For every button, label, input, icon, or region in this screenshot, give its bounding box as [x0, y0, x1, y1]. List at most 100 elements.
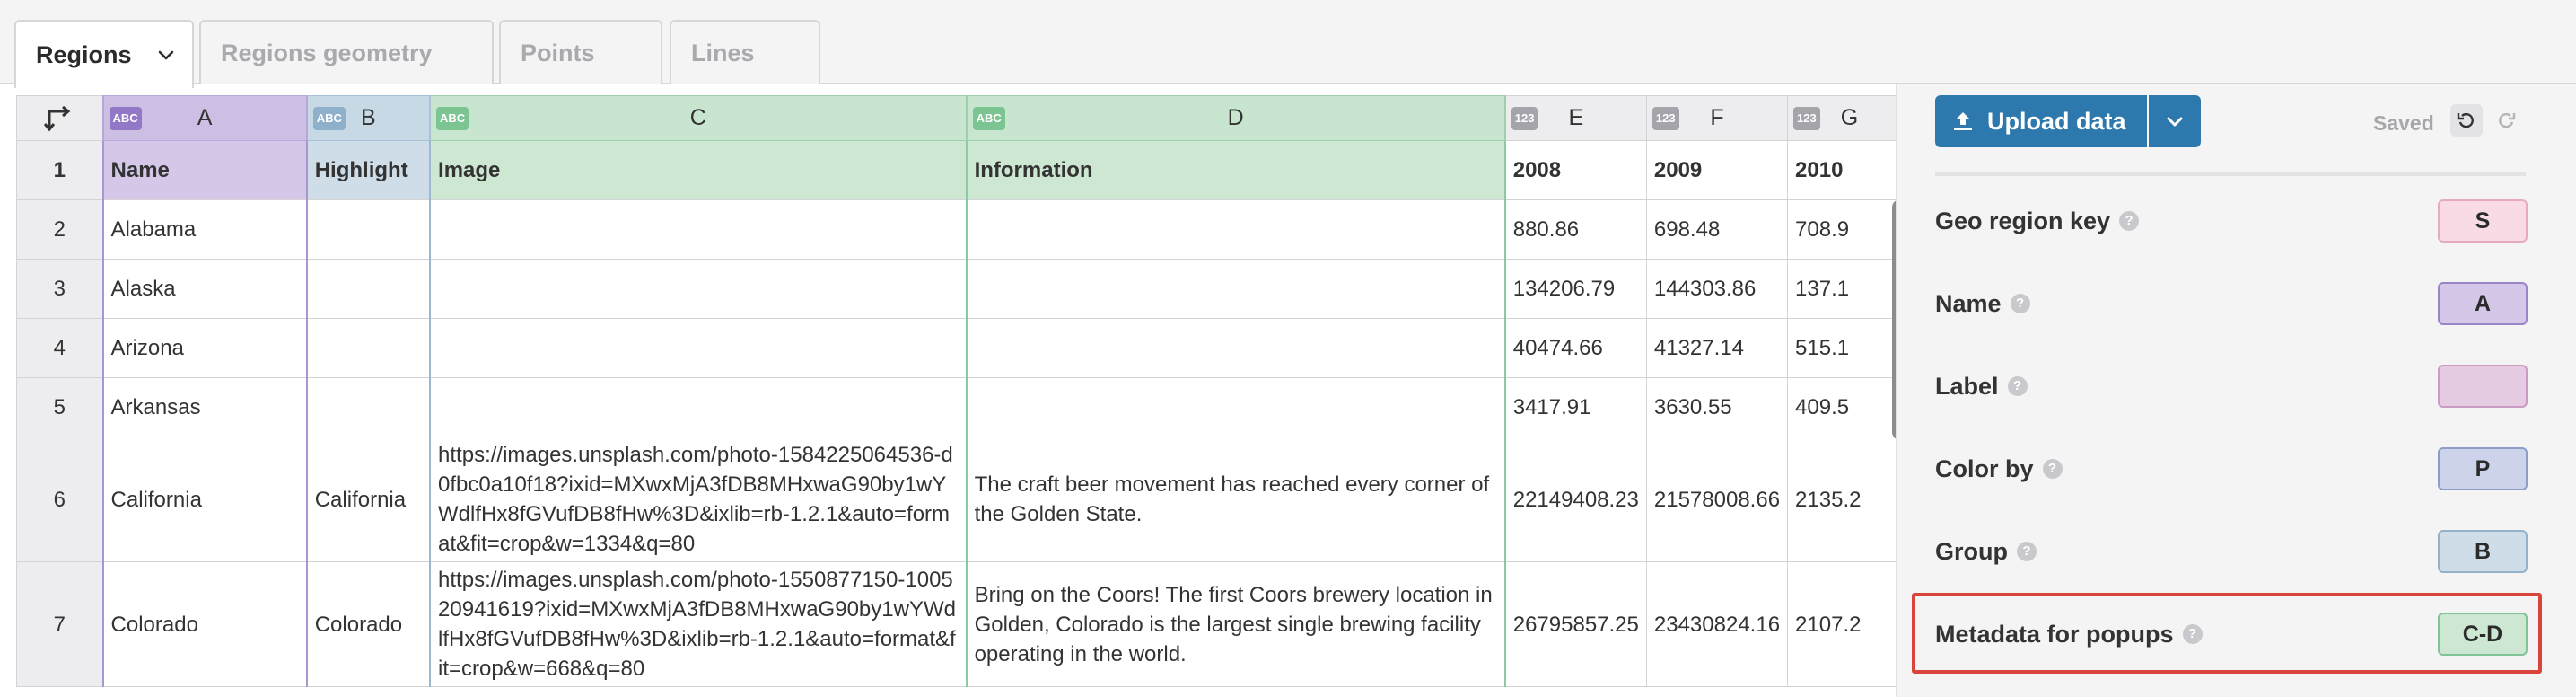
- table-cell[interactable]: Colorado: [306, 561, 432, 687]
- table-cell[interactable]: [429, 377, 968, 437]
- data-sheet: ABC A ABC B ABC C ABC D 123 E 123 F 123 G 1 Nam…: [16, 95, 1912, 697]
- table-cell[interactable]: 3417.91: [1504, 377, 1647, 437]
- table-cell[interactable]: [966, 199, 1506, 260]
- column-header-e[interactable]: 123 E: [1504, 95, 1647, 141]
- help-icon[interactable]: ?: [2182, 624, 2203, 644]
- column-selector[interactable]: B: [2438, 530, 2528, 573]
- binding-geo-region-key: Geo region key ? S: [1935, 198, 2528, 244]
- table-cell[interactable]: [429, 259, 968, 319]
- help-icon[interactable]: ?: [2042, 459, 2063, 479]
- redo-button[interactable]: [2490, 104, 2522, 137]
- transpose-icon[interactable]: [44, 103, 74, 134]
- help-icon[interactable]: ?: [2119, 211, 2140, 231]
- table-cell[interactable]: 2010: [1787, 140, 1912, 200]
- table-cell[interactable]: [306, 259, 432, 319]
- table-cell[interactable]: 515.1: [1787, 318, 1912, 378]
- tab-lines[interactable]: Lines: [670, 20, 820, 84]
- table-cell[interactable]: Bring on the Coors! The first Coors brew…: [966, 561, 1506, 687]
- column-header-a[interactable]: ABC A: [101, 95, 308, 141]
- table-cell[interactable]: 23430824.16: [1645, 561, 1789, 687]
- table-cell[interactable]: 137.1: [1787, 259, 1912, 319]
- table-cell[interactable]: 21578008.66: [1645, 437, 1789, 562]
- binding-label: Label: [1935, 372, 1999, 400]
- table-cell[interactable]: 708.9: [1787, 199, 1912, 260]
- tab-regions[interactable]: Regions: [14, 20, 194, 88]
- panel-divider: [1935, 172, 2526, 176]
- table-cell[interactable]: [966, 318, 1506, 378]
- column-letter-f: F: [1710, 105, 1724, 130]
- table-cell[interactable]: 2008: [1504, 140, 1647, 200]
- table-cell[interactable]: [429, 318, 968, 378]
- column-header-f[interactable]: 123 F: [1645, 95, 1789, 141]
- tab-points[interactable]: Points: [499, 20, 662, 84]
- table-cell[interactable]: Name: [101, 140, 308, 200]
- tab-regions-geometry[interactable]: Regions geometry: [199, 20, 494, 84]
- table-cell[interactable]: Arkansas: [101, 377, 308, 437]
- table-cell[interactable]: Image: [429, 140, 968, 200]
- column-header-c[interactable]: ABC C: [429, 95, 968, 141]
- undo-button[interactable]: [2450, 104, 2483, 137]
- column-selector[interactable]: A: [2438, 282, 2528, 325]
- column-header-b[interactable]: ABC B: [306, 95, 432, 141]
- table-row: 4 Arizona 40474.66 41327.14 515.1: [16, 318, 1912, 378]
- column-selector[interactable]: [2438, 365, 2528, 408]
- row-number[interactable]: 2: [16, 199, 104, 260]
- column-header-d[interactable]: ABC D: [966, 95, 1506, 141]
- table-row: 2 Alabama 880.86 698.48 708.9: [16, 199, 1912, 260]
- table-cell[interactable]: The craft beer movement has reached ever…: [966, 437, 1506, 562]
- table-cell[interactable]: 134206.79: [1504, 259, 1647, 319]
- table-cell[interactable]: 26795857.25: [1504, 561, 1647, 687]
- help-icon[interactable]: ?: [2007, 376, 2028, 396]
- binding-label: Group: [1935, 537, 2008, 565]
- table-cell[interactable]: 22149408.23: [1504, 437, 1647, 562]
- row-number[interactable]: 4: [16, 318, 104, 378]
- table-cell[interactable]: Colorado: [101, 561, 308, 687]
- column-selector[interactable]: S: [2438, 199, 2528, 243]
- row-number[interactable]: 7: [16, 561, 104, 687]
- help-icon[interactable]: ?: [2017, 542, 2037, 561]
- binding-label: Label ?: [1935, 363, 2528, 410]
- table-cell[interactable]: 41327.14: [1645, 318, 1789, 378]
- column-selector[interactable]: P: [2438, 447, 2528, 490]
- tab-regions-label: Regions: [36, 40, 132, 68]
- table-cell[interactable]: https://images.unsplash.com/photo-155087…: [429, 561, 968, 687]
- chevron-down-icon[interactable]: [155, 44, 177, 66]
- binding-group: Group ? B: [1935, 528, 2528, 575]
- table-cell[interactable]: [966, 377, 1506, 437]
- corner-cell[interactable]: [16, 95, 104, 141]
- table-cell[interactable]: 3630.55: [1645, 377, 1789, 437]
- table-cell[interactable]: https://images.unsplash.com/photo-158422…: [429, 437, 968, 562]
- row-number[interactable]: 3: [16, 259, 104, 319]
- table-cell[interactable]: 698.48: [1645, 199, 1789, 260]
- column-header-g[interactable]: 123 G: [1787, 95, 1912, 141]
- table-cell[interactable]: Arizona: [101, 318, 308, 378]
- table-cell[interactable]: 880.86: [1504, 199, 1647, 260]
- table-cell[interactable]: [306, 377, 432, 437]
- column-letter-g: G: [1840, 105, 1859, 130]
- table-cell[interactable]: [306, 318, 432, 378]
- upload-options-button[interactable]: [2149, 95, 2201, 147]
- table-cell[interactable]: [966, 259, 1506, 319]
- table-cell[interactable]: [306, 199, 432, 260]
- table-cell[interactable]: [429, 199, 968, 260]
- binding-color-by: Color by ? P: [1935, 446, 2528, 492]
- table-cell[interactable]: 40474.66: [1504, 318, 1647, 378]
- row-number[interactable]: 1: [16, 140, 104, 200]
- data-grid: ABC A ABC B ABC C ABC D 123 E 123 F 123 G 1 Nam…: [16, 95, 1912, 687]
- table-cell[interactable]: 144303.86: [1645, 259, 1789, 319]
- column-selector[interactable]: C-D: [2438, 613, 2528, 656]
- table-cell[interactable]: Information: [966, 140, 1506, 200]
- table-cell[interactable]: Alabama: [101, 199, 308, 260]
- table-cell[interactable]: California: [306, 437, 432, 562]
- help-icon[interactable]: ?: [2010, 294, 2030, 313]
- table-cell[interactable]: Alaska: [101, 259, 308, 319]
- row-number[interactable]: 6: [16, 437, 104, 562]
- table-cell[interactable]: 2009: [1645, 140, 1789, 200]
- upload-data-button[interactable]: Upload data: [1935, 95, 2147, 147]
- table-cell[interactable]: Highlight: [306, 140, 432, 200]
- row-number[interactable]: 5: [16, 377, 104, 437]
- table-cell[interactable]: 2135.2: [1787, 437, 1912, 562]
- table-cell[interactable]: California: [101, 437, 308, 562]
- undo-icon: [2457, 113, 2474, 128]
- table-cell[interactable]: 2107.2: [1787, 561, 1912, 687]
